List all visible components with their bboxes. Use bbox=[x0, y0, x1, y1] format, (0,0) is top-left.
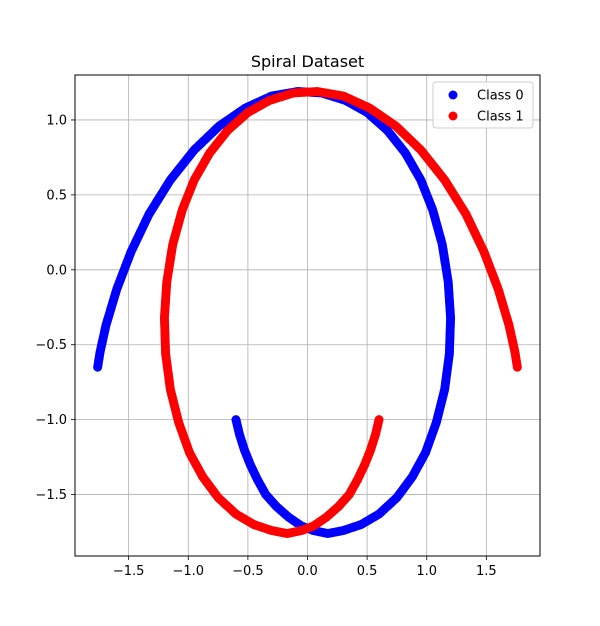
data-point bbox=[93, 362, 103, 372]
data-point bbox=[512, 362, 522, 372]
x-tick-label: 0.0 bbox=[297, 564, 318, 579]
scatter-points bbox=[93, 86, 522, 539]
x-tick-label: −1.5 bbox=[113, 564, 145, 579]
series-class-1 bbox=[159, 86, 522, 539]
y-tick-label: 0.5 bbox=[46, 188, 67, 203]
y-tick-label: 1.0 bbox=[46, 113, 67, 128]
axis-ticks: −1.5 −1.0 −0.5 0.0 0.5 1.0 1.5 −1.5 −1.0 −0.5 0.0 0… bbox=[35, 113, 496, 579]
legend-label-class-1: Class 1 bbox=[477, 110, 524, 125]
legend-label-class-0: Class 0 bbox=[477, 89, 524, 104]
x-tick-label: −1.0 bbox=[172, 564, 204, 579]
legend-box bbox=[432, 81, 534, 129]
y-tick-label: 0.0 bbox=[46, 263, 67, 278]
y-tick-label: −0.5 bbox=[35, 338, 67, 353]
legend: Class 0 Class 1 bbox=[432, 81, 534, 129]
legend-marker-class-1 bbox=[448, 111, 458, 121]
x-tick-label: 1.5 bbox=[476, 564, 497, 579]
x-tick-label: 0.5 bbox=[357, 564, 378, 579]
y-tick-label: −1.0 bbox=[35, 413, 67, 428]
chart-title: Spiral Dataset bbox=[251, 52, 364, 71]
legend-marker-class-0 bbox=[448, 90, 458, 100]
y-tick-label: −1.5 bbox=[35, 488, 67, 503]
x-tick-label: 1.0 bbox=[416, 564, 437, 579]
x-tick-label: −0.5 bbox=[232, 564, 264, 579]
